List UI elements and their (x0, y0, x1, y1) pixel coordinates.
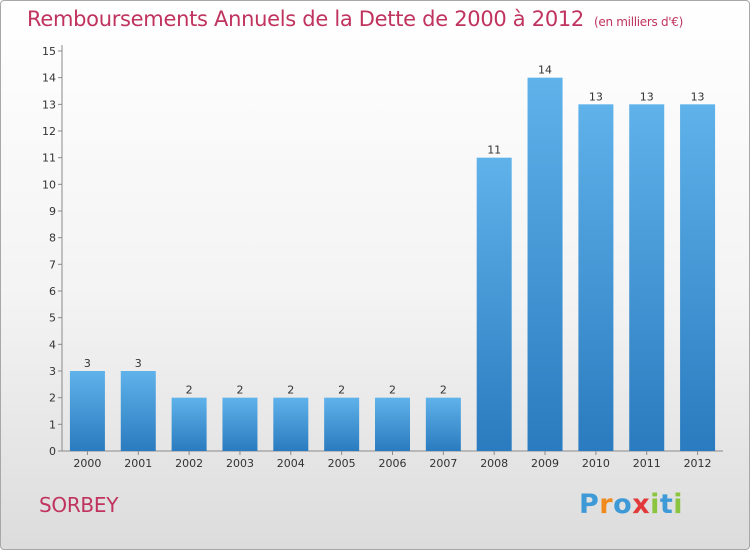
bar-value-label: 14 (538, 64, 552, 77)
x-axis: 2000 2001 2002 2003 2004 2005 2006 2007 2008 2009… (62, 450, 723, 470)
bar-value-label: 3 (135, 357, 142, 370)
x-tick-label: 2003 (226, 457, 254, 470)
chart-title: Remboursements Annuels de la Dette de 20… (27, 7, 683, 31)
bar (375, 397, 410, 451)
y-tick-label: 8 (49, 232, 56, 245)
y-tick-label: 4 (49, 338, 56, 351)
x-tick-label: 2011 (633, 457, 661, 470)
bar-value-label: 3 (84, 357, 91, 370)
bar (527, 77, 563, 452)
commune-name: SORBEY (39, 493, 119, 517)
y-tick-label: 15 (42, 45, 56, 58)
bar-value-label: 2 (389, 384, 396, 397)
y-tick-label: 0 (49, 445, 56, 458)
x-tick-label: 2005 (328, 457, 356, 470)
y-tick-label: 3 (49, 365, 56, 378)
chart-unit: (en milliers d'€) (594, 15, 684, 29)
bar (222, 397, 258, 451)
logo-letter: x (632, 489, 651, 520)
bar-value-label: 2 (287, 384, 294, 397)
bar (120, 371, 156, 451)
bar-value-label: 11 (487, 144, 501, 157)
y-tick-label: 7 (49, 258, 56, 271)
bar (476, 157, 512, 451)
bar (629, 104, 665, 451)
bar-value-label: 2 (186, 384, 193, 397)
y-tick-label: 10 (42, 178, 56, 191)
bar (578, 104, 614, 451)
x-tick-label: 2009 (531, 457, 559, 470)
y-tick-label: 1 (49, 418, 56, 431)
bar (171, 397, 207, 451)
x-tick-label: 2001 (124, 457, 152, 470)
x-tick-label: 2010 (582, 457, 610, 470)
logo-letter: P (579, 489, 600, 520)
bar (273, 397, 309, 451)
logo-letter: t (659, 489, 674, 520)
proxiti-logo[interactable]: Proxiti (579, 489, 683, 520)
y-tick-label: 5 (49, 312, 56, 325)
x-tick-label: 2008 (480, 457, 508, 470)
logo-letter: o (613, 489, 633, 520)
x-tick-label: 2006 (379, 457, 407, 470)
bar-value-label: 13 (640, 90, 654, 103)
chart-title-text: Remboursements Annuels de la Dette de 20… (27, 7, 584, 31)
x-tick-label: 2002 (175, 457, 203, 470)
bar-value-label: 13 (691, 90, 705, 103)
y-tick-label: 11 (42, 152, 56, 165)
logo-letter: i (650, 489, 660, 520)
bars: 3 3 2 2 2 2 2 2 11 14 13 13 13 (69, 64, 716, 452)
bar (680, 104, 716, 451)
y-tick-label: 2 (49, 392, 56, 405)
bar-value-label: 2 (440, 384, 447, 397)
bar-value-label: 13 (589, 90, 603, 103)
x-tick-label: 2004 (277, 457, 305, 470)
logo-letter: r (599, 489, 614, 520)
bar-value-label: 2 (236, 384, 243, 397)
y-tick-label: 13 (42, 98, 56, 111)
bar-value-label: 2 (338, 384, 345, 397)
y-tick-label: 14 (42, 72, 56, 85)
y-tick-label: 6 (49, 285, 56, 298)
x-tick-label: 2000 (73, 457, 101, 470)
bar (324, 397, 360, 451)
bar (69, 371, 105, 451)
bar (425, 397, 461, 451)
logo-letter: i (673, 489, 684, 520)
x-tick-label: 2007 (429, 457, 457, 470)
x-tick-label: 2012 (684, 457, 712, 470)
y-tick-label: 9 (49, 205, 56, 218)
y-tick-label: 12 (42, 125, 56, 138)
